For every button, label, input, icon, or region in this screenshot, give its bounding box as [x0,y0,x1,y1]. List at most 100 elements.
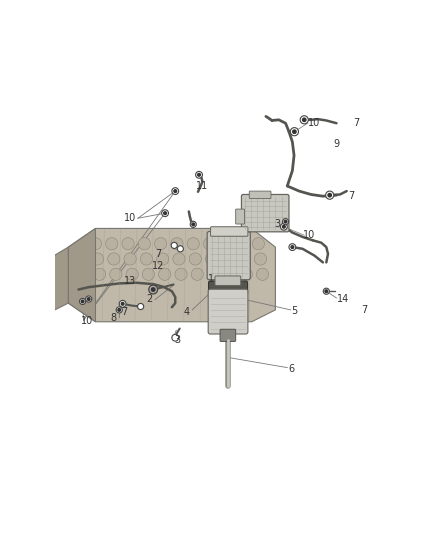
FancyBboxPatch shape [220,329,236,342]
Circle shape [205,253,218,265]
Text: 12: 12 [152,262,164,271]
Circle shape [138,238,151,250]
Circle shape [208,268,220,280]
Circle shape [92,253,104,265]
Circle shape [124,253,136,265]
Text: 8: 8 [111,313,117,324]
FancyBboxPatch shape [215,276,241,286]
Text: 5: 5 [292,306,298,316]
Text: 3: 3 [275,220,281,229]
Circle shape [293,130,296,133]
Circle shape [191,268,203,280]
Circle shape [155,238,167,250]
Circle shape [291,246,294,248]
Text: 3: 3 [174,335,180,345]
Text: 9: 9 [333,139,339,149]
Circle shape [116,307,122,313]
Circle shape [86,296,92,302]
Text: 7: 7 [155,249,161,259]
Circle shape [159,268,171,280]
Circle shape [142,268,155,280]
Circle shape [118,309,120,311]
Circle shape [325,191,334,199]
Circle shape [81,300,84,303]
Circle shape [303,118,306,122]
Polygon shape [68,229,95,322]
Circle shape [175,268,187,280]
FancyBboxPatch shape [249,191,271,199]
Circle shape [290,127,298,136]
Circle shape [190,221,196,228]
Circle shape [252,238,265,250]
Circle shape [152,288,155,291]
Circle shape [121,302,124,305]
Text: 10: 10 [307,117,320,127]
Circle shape [138,303,144,310]
Circle shape [196,172,202,178]
Circle shape [203,238,215,250]
Circle shape [224,268,236,280]
Circle shape [198,173,200,176]
Circle shape [119,301,126,307]
Circle shape [174,190,177,192]
Circle shape [172,188,179,195]
Circle shape [284,220,287,223]
Circle shape [325,290,328,293]
Text: 10: 10 [81,316,93,326]
Circle shape [173,253,185,265]
Circle shape [93,268,106,280]
Circle shape [236,238,248,250]
Circle shape [240,268,252,280]
Circle shape [106,238,118,250]
Circle shape [164,212,166,214]
Circle shape [289,244,296,251]
Text: 10: 10 [124,213,136,223]
Text: 11: 11 [196,181,208,191]
Circle shape [187,238,199,250]
Text: 4: 4 [184,306,190,317]
Circle shape [280,223,287,230]
FancyBboxPatch shape [208,289,248,334]
Text: 7: 7 [121,306,127,317]
Text: 6: 6 [288,364,294,374]
FancyBboxPatch shape [208,281,247,295]
Circle shape [171,243,177,248]
Circle shape [122,238,134,250]
FancyBboxPatch shape [211,227,248,236]
Text: 2: 2 [146,294,152,304]
Circle shape [140,253,152,265]
Circle shape [283,225,285,228]
Circle shape [172,334,179,341]
Circle shape [220,238,232,250]
Text: 13: 13 [124,276,137,286]
Circle shape [328,193,332,197]
Circle shape [162,210,169,216]
Text: 7: 7 [353,117,360,127]
Circle shape [254,253,267,265]
Circle shape [157,253,169,265]
Circle shape [89,238,102,250]
FancyBboxPatch shape [241,195,289,232]
Circle shape [189,253,201,265]
Circle shape [192,223,194,225]
Circle shape [256,268,268,280]
Text: 7: 7 [361,305,367,315]
Circle shape [283,219,289,225]
Circle shape [87,297,90,301]
Circle shape [238,253,250,265]
Circle shape [171,238,183,250]
Circle shape [300,116,308,124]
Circle shape [80,298,86,304]
Circle shape [149,285,158,294]
Circle shape [323,288,329,294]
FancyBboxPatch shape [236,209,244,224]
Text: 10: 10 [303,230,315,240]
Circle shape [222,253,234,265]
Text: 14: 14 [337,294,350,304]
Polygon shape [68,229,276,322]
Text: 1: 1 [208,274,214,284]
Circle shape [126,268,138,280]
Text: 7: 7 [348,191,355,201]
Polygon shape [51,247,68,312]
Circle shape [177,246,184,252]
